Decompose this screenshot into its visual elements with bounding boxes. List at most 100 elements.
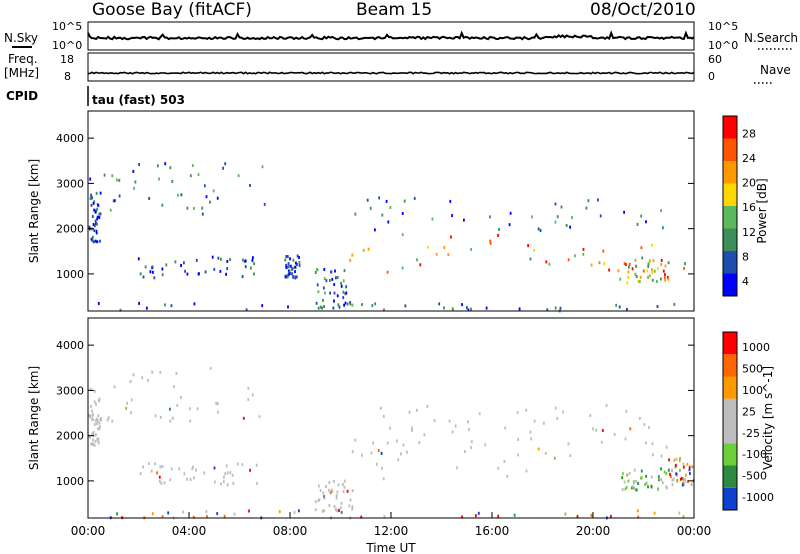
velocity-cell-1-10 bbox=[92, 430, 95, 434]
velocity-cell-6-29 bbox=[621, 488, 624, 491]
power-cell-2-18 bbox=[241, 275, 244, 279]
velocity-cell-6-9 bbox=[623, 480, 626, 484]
power-cell-5-27 bbox=[598, 261, 601, 265]
velocity-cell-7-27 bbox=[675, 457, 678, 461]
power-cell-4-3 bbox=[342, 296, 345, 300]
power-cell-6-14 bbox=[369, 206, 372, 210]
power-cell-1-39 bbox=[98, 215, 101, 219]
power-cell-7-4 bbox=[627, 270, 630, 274]
power-cell-6-12 bbox=[431, 217, 434, 221]
power-cell-7-37 bbox=[642, 269, 645, 273]
velocity-cell-4-23 bbox=[633, 468, 636, 472]
velocity-cell-7-30 bbox=[674, 465, 677, 469]
power-cell-4-14 bbox=[333, 291, 336, 295]
power-cell-6-28 bbox=[449, 199, 452, 203]
power-colorbar-tick-3: 16 bbox=[742, 201, 756, 214]
velocity-cell-2-21 bbox=[226, 471, 229, 475]
power-cell-5-3 bbox=[497, 233, 499, 237]
velocity-cell-4-27 bbox=[517, 453, 519, 457]
noise-panel bbox=[87, 21, 695, 51]
velocity-cell-7-22 bbox=[689, 472, 691, 475]
velocity-cell-0-31 bbox=[247, 398, 250, 401]
freq-label-line2: [MHz] bbox=[4, 66, 39, 80]
velocity-cell-5-12 bbox=[625, 409, 628, 413]
power-cell-5-13 bbox=[367, 247, 370, 251]
noise-left-tick-top: 10^5 bbox=[52, 20, 82, 33]
power-cell-3-34 bbox=[295, 275, 298, 279]
time-axis: 00:00 04:00 08:00 12:00 16:00 20:00 00:00 bbox=[71, 512, 712, 538]
velocity-colorbar-frame bbox=[722, 331, 738, 511]
velocity-cell-2-9 bbox=[160, 481, 163, 485]
xtick-label-6: 00:00 bbox=[677, 524, 712, 538]
xtick-label-4: 16:00 bbox=[475, 524, 510, 538]
power-cell-0-31 bbox=[191, 164, 194, 168]
power-cell-1-9 bbox=[93, 224, 96, 228]
velocity-cell-7-21 bbox=[679, 457, 681, 461]
power-cell-6-24 bbox=[401, 212, 404, 215]
velocity-cell-7-31 bbox=[684, 477, 686, 481]
velocity-cell-2-32 bbox=[213, 466, 216, 470]
power-cell-7-17 bbox=[664, 273, 666, 277]
power-colorbar-tick-4: 12 bbox=[742, 226, 756, 239]
velocity-cell-5-39 bbox=[562, 410, 564, 414]
power-cell-1-30 bbox=[94, 210, 97, 214]
velocity-cell-1-33 bbox=[97, 399, 100, 403]
velocity-cell-4-13 bbox=[406, 450, 408, 454]
velocity-colorbar-swatch-5 bbox=[723, 376, 737, 399]
cpid-value: tau (fast) 503 bbox=[92, 93, 185, 107]
power-cell-3-10 bbox=[285, 264, 287, 268]
power-cell-3-25 bbox=[298, 263, 301, 267]
velocity-colorbar-tick-0: 1000 bbox=[742, 341, 770, 354]
power-cell-7-20 bbox=[651, 268, 653, 272]
power-cell-5-25 bbox=[443, 246, 446, 249]
power-cell-7-15 bbox=[660, 277, 662, 281]
velocity-cell-5-5 bbox=[411, 429, 413, 433]
velocity-cell-5-37 bbox=[411, 426, 413, 430]
noise-right-tick-top: 10^5 bbox=[708, 20, 738, 33]
velocity-cell-5-13 bbox=[517, 437, 520, 441]
velocity-cell-6-0 bbox=[661, 481, 664, 485]
freq-label-line1: Freq. bbox=[8, 52, 38, 66]
power-cell-2-32 bbox=[244, 259, 247, 263]
power-cell-5-9 bbox=[489, 241, 492, 245]
power-cell-4-38 bbox=[343, 303, 345, 307]
power-cell-3-33 bbox=[292, 258, 295, 262]
power-cell-2-15 bbox=[144, 265, 147, 269]
power-colorbar: 28 24 20 16 12 8 4 bbox=[722, 115, 756, 297]
velocity-cell-0-37 bbox=[89, 387, 92, 391]
power-cell-0-25 bbox=[118, 194, 121, 198]
velocity-cell-6-34 bbox=[658, 476, 661, 480]
power-cell-7-35 bbox=[667, 261, 670, 265]
power-cell-6-15 bbox=[662, 226, 664, 230]
power-cell-2-7 bbox=[204, 270, 207, 274]
velocity-cell-1-17 bbox=[97, 414, 100, 418]
power-cell-4-1 bbox=[315, 301, 318, 305]
power-cell-4-18 bbox=[316, 283, 319, 287]
power-cell-2-27 bbox=[186, 272, 189, 276]
power-cell-6-17 bbox=[539, 229, 542, 233]
velocity-cell-1-1 bbox=[88, 414, 90, 418]
power-cell-4-15 bbox=[335, 276, 337, 280]
velocity-cell-3-35 bbox=[333, 480, 335, 483]
power-cell-2-19 bbox=[151, 265, 154, 269]
power-cell-6-6 bbox=[451, 214, 453, 218]
velocity-cell-1-11 bbox=[93, 443, 96, 447]
velocity-cell-1-18 bbox=[91, 409, 93, 413]
power-cell-8-27 bbox=[361, 303, 363, 307]
velocity-cell-0-1 bbox=[151, 370, 154, 374]
power-cell-6-10 bbox=[554, 220, 557, 224]
velocity-cell-8-22 bbox=[564, 512, 567, 516]
power-cell-5-24 bbox=[602, 249, 605, 253]
velocity-cell-1-31 bbox=[95, 402, 97, 406]
velocity-cell-0-24 bbox=[126, 401, 128, 405]
velocity-cell-8-17 bbox=[636, 509, 639, 513]
velocity-cell-7-28 bbox=[682, 462, 685, 466]
velocity-cell-6-27 bbox=[626, 473, 629, 477]
power-cell-0-37 bbox=[201, 206, 204, 210]
power-cell-0-26 bbox=[133, 186, 135, 190]
power-cell-6-35 bbox=[636, 222, 639, 226]
velocity-cell-2-19 bbox=[222, 480, 225, 484]
power-cell-7-32 bbox=[649, 274, 651, 278]
velocity-cell-6-2 bbox=[663, 470, 666, 474]
power-cell-2-29 bbox=[226, 267, 229, 271]
